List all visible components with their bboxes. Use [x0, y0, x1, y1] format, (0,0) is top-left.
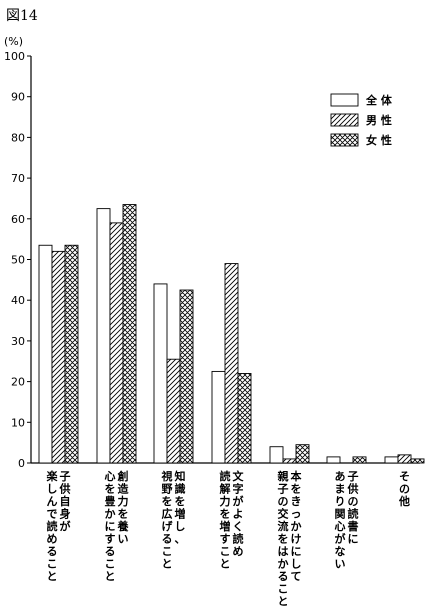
y-tick-label: 70 [11, 172, 25, 185]
legend-swatch [330, 113, 359, 127]
category-label: 親子の交流をはかること [278, 469, 289, 608]
bar [352, 456, 367, 464]
category-label: 楽しんで読めること [46, 469, 59, 583]
category-label: 読解力を増すこと [220, 469, 231, 571]
category-label: 心を豊かにすること [105, 470, 116, 583]
category-label: 視野を広げること [161, 469, 174, 571]
legend: 全 体男 性女 性 [330, 93, 393, 147]
bar [410, 458, 425, 464]
bar [269, 446, 284, 464]
y-tick-label: 80 [11, 131, 25, 144]
y-tick-label: 10 [11, 416, 25, 429]
bar [224, 263, 239, 464]
y-tick-label: 30 [11, 335, 25, 348]
category-label: あまり関心がない [335, 470, 346, 571]
y-tick-label: 0 [18, 457, 25, 470]
category-label: 文字がよく読め [233, 469, 245, 558]
category-label: その他 [398, 470, 410, 508]
y-tick-label: 40 [11, 294, 25, 307]
category-label: 知識を増し、 [174, 469, 186, 546]
legend-label: 男 性 [366, 113, 392, 127]
bar [64, 244, 79, 464]
bar [326, 456, 341, 464]
y-tick-label: 100 [4, 50, 25, 63]
bar [397, 454, 412, 464]
y-tick-label: 90 [11, 91, 25, 104]
bar [96, 208, 111, 464]
bar [109, 222, 124, 464]
bars [38, 204, 425, 464]
bar [179, 289, 194, 464]
axes: 0 10 20 30 40 50 60 70 80 90 100 [4, 50, 420, 470]
legend-swatch [330, 133, 359, 147]
legend-swatch [330, 93, 359, 107]
bar [38, 244, 53, 464]
y-tick-label: 20 [11, 376, 25, 389]
category-label: 子供の読書に [347, 470, 359, 546]
bar [51, 250, 66, 464]
y-tick-label: 60 [11, 213, 25, 226]
bar [122, 204, 137, 464]
bar [384, 456, 399, 464]
legend-label: 全 体 [365, 93, 393, 107]
category-label: 創造力を養い [117, 469, 130, 546]
figure-label: 図14 [6, 8, 38, 24]
bar [153, 283, 168, 464]
category-label: 本をきっかけにして [291, 469, 302, 583]
bar [282, 458, 297, 464]
y-unit-label: (%) [4, 35, 23, 48]
bar [295, 444, 310, 464]
legend-label: 女 性 [366, 133, 392, 147]
bar [166, 358, 181, 464]
bar [237, 373, 252, 464]
bar [211, 370, 226, 464]
y-tick-label: 50 [11, 254, 25, 267]
category-label: 子供自身が [59, 470, 71, 533]
